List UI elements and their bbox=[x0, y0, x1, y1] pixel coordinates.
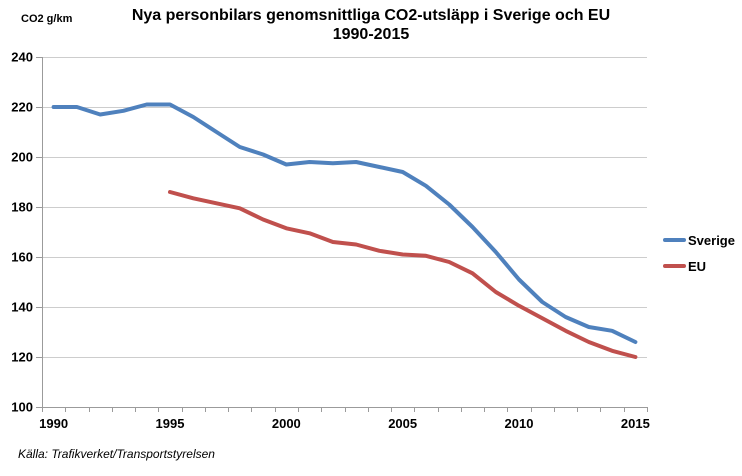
y-tick-label-120: 120 bbox=[11, 350, 33, 365]
axes bbox=[36, 57, 648, 412]
x-tick-label-2015: 2015 bbox=[621, 416, 650, 431]
x-tick-label-2005: 2005 bbox=[388, 416, 417, 431]
legend: Sverige EU bbox=[663, 233, 735, 285]
x-tick-label-1990: 1990 bbox=[39, 416, 68, 431]
y-tick-label-140: 140 bbox=[11, 300, 33, 315]
y-tick-label-100: 100 bbox=[11, 400, 33, 415]
y-tick-label-160: 160 bbox=[11, 250, 33, 265]
source-note: Källa: Trafikverket/Transportstyrelsen bbox=[18, 447, 215, 461]
tick-labels: 240 220 200 180 160 140 120 100 1990 1995 2000 2005… bbox=[11, 50, 650, 432]
legend-item-sverige: Sverige bbox=[663, 232, 735, 248]
x-tick-label-2010: 2010 bbox=[505, 416, 534, 431]
y-tick-label-200: 200 bbox=[11, 150, 33, 165]
legend-item-eu: EU bbox=[663, 258, 735, 274]
y-tick-label-240: 240 bbox=[11, 50, 33, 65]
legend-label-sverige: Sverige bbox=[688, 232, 735, 248]
x-tick-label-1995: 1995 bbox=[156, 416, 185, 431]
series-line-sverige bbox=[51, 102, 638, 344]
series-line-eu bbox=[168, 190, 638, 359]
chart-title: Nya personbilars genomsnittliga CO2-utsl… bbox=[0, 6, 742, 44]
y-tick-label-220: 220 bbox=[11, 100, 33, 115]
legend-swatch-sverige-line bbox=[663, 238, 686, 242]
x-tick-label-2000: 2000 bbox=[272, 416, 301, 431]
y-tick-label-180: 180 bbox=[11, 200, 33, 215]
chart-title-line2: 1990-2015 bbox=[332, 26, 410, 43]
legend-label-eu: EU bbox=[688, 258, 707, 274]
legend-swatch-eu-line bbox=[663, 264, 686, 268]
y-axis-unit-label: CO2 g/km bbox=[21, 13, 73, 25]
chart-title-line1: Nya personbilars genomsnittliga CO2-utsl… bbox=[131, 7, 611, 24]
